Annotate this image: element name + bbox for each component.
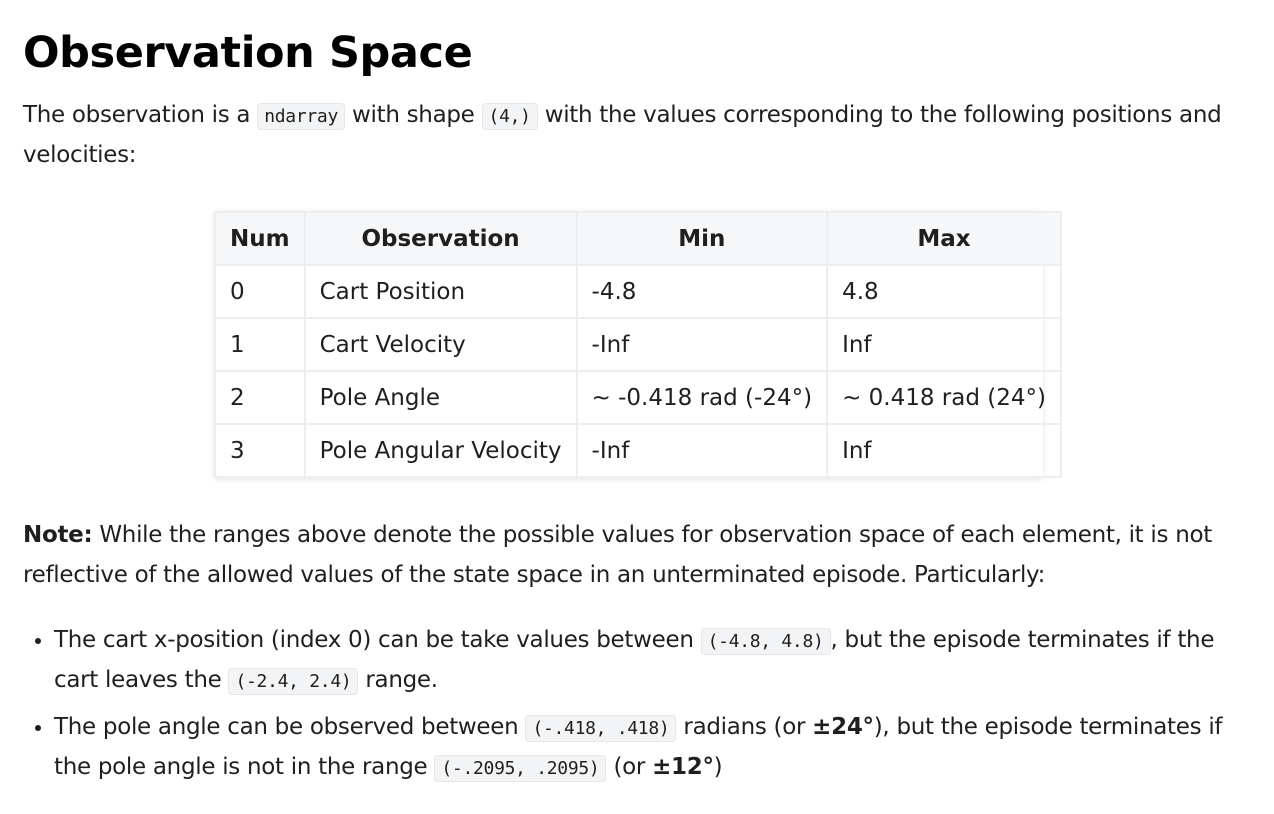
- cell-max: Inf: [826, 423, 1062, 478]
- bullet-text: range.: [358, 667, 438, 693]
- cell-min: -4.8: [575, 264, 829, 319]
- inline-code-range: (-.2095, .2095): [434, 755, 607, 782]
- bold-degrees: ±24°: [812, 714, 874, 740]
- bullet-text: (or: [606, 754, 653, 780]
- cell-num: 3: [214, 423, 306, 478]
- table-row: 3 Pole Angular Velocity -Inf Inf: [214, 423, 1062, 478]
- document: Observation Space The observation is a n…: [23, 24, 1243, 795]
- bullet-text: The cart x-position (index 0) can be tak…: [54, 627, 701, 653]
- cell-min: -Inf: [575, 423, 829, 478]
- cell-num: 1: [214, 317, 306, 372]
- inline-code-range: (-2.4, 2.4): [228, 668, 359, 695]
- list-item: The pole angle can be observed between (…: [54, 708, 1243, 788]
- intro-text: The observation is a: [23, 102, 258, 128]
- bullet-text: ): [713, 754, 723, 780]
- observation-table: Num Observation Min Max 0 Cart Position …: [214, 211, 1062, 478]
- intro-text: with shape: [344, 102, 482, 128]
- cell-max: ~ 0.418 rad (24°): [826, 370, 1062, 425]
- page-title: Observation Space: [23, 28, 473, 78]
- cell-observation: Cart Velocity: [303, 317, 578, 372]
- list-item: The cart x-position (index 0) can be tak…: [54, 621, 1243, 701]
- note-paragraph: Note: While the ranges above denote the …: [23, 515, 1243, 595]
- header-observation: Observation: [303, 211, 578, 266]
- note-text: While the ranges above denote the possib…: [23, 522, 1212, 588]
- inline-code-range: (-4.8, 4.8): [700, 628, 831, 655]
- cell-min: -Inf: [575, 317, 829, 372]
- bullet-text: ), but the episode terminates if the pol…: [54, 714, 1223, 780]
- intro-paragraph: The observation is a ndarray with shape …: [23, 96, 1243, 175]
- table-row: 1 Cart Velocity -Inf Inf: [214, 317, 1062, 372]
- inline-code-ndarray: ndarray: [257, 103, 345, 130]
- bullet-text: , but the episode terminates if the cart…: [54, 627, 1215, 693]
- note-label: Note:: [23, 522, 93, 548]
- cell-num: 2: [214, 370, 306, 425]
- header-max: Max: [826, 211, 1062, 266]
- table-header-row: Num Observation Min Max: [214, 211, 1062, 266]
- cell-min: ~ -0.418 rad (-24°): [575, 370, 829, 425]
- intro-text: with the values corresponding to the fol…: [23, 102, 1222, 168]
- cell-observation: Cart Position: [303, 264, 578, 319]
- observation-table-wrapper: Num Observation Min Max 0 Cart Position …: [214, 211, 1062, 478]
- cell-observation: Pole Angle: [303, 370, 578, 425]
- header-num: Num: [214, 211, 306, 266]
- bullet-text: The pole angle can be observed between: [54, 714, 526, 740]
- header-min: Min: [575, 211, 829, 266]
- bold-degrees: ±12°: [652, 754, 714, 780]
- inline-code-shape: (4,): [481, 103, 538, 130]
- cell-max: Inf: [826, 317, 1062, 372]
- bullet-list: The cart x-position (index 0) can be tak…: [23, 621, 1243, 788]
- cell-num: 0: [214, 264, 306, 319]
- cell-observation: Pole Angular Velocity: [303, 423, 578, 478]
- table-row: 2 Pole Angle ~ -0.418 rad (-24°) ~ 0.418…: [214, 370, 1062, 425]
- bullet-text: radians (or: [676, 714, 813, 740]
- cell-max: 4.8: [826, 264, 1062, 319]
- inline-code-range: (-.418, .418): [525, 715, 677, 742]
- table-row: 0 Cart Position -4.8 4.8: [214, 264, 1062, 319]
